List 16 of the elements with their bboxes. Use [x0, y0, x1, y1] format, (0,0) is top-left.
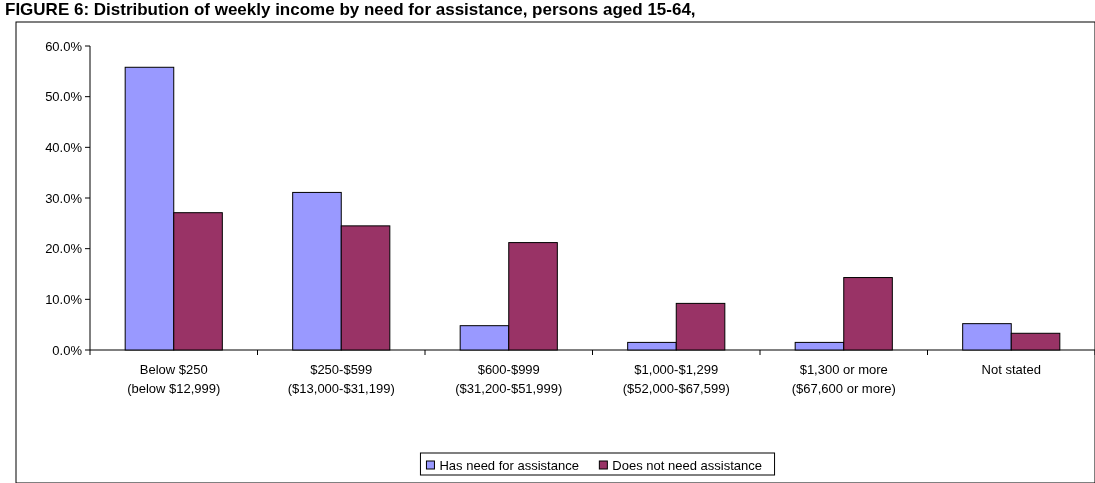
y-tick-label: 60.0%	[45, 38, 83, 54]
y-tick-label: 50.0%	[45, 89, 83, 105]
chart-title: FIGURE 6: Distribution of weekly income by need for assistance, persons aged 15-64,	[5, 0, 696, 19]
x-tick-label: $1,300 or more ($67,600 or more)	[791, 362, 896, 396]
y-tick-label: 10.0%	[45, 291, 83, 307]
y-tick-label: 20.0%	[45, 241, 83, 257]
y-tick-label: 0.0%	[52, 342, 83, 358]
x-tick-label: Below $250 (below $12,999)	[127, 362, 221, 396]
x-tick-label: $600-$999 ($31,200-$51,999)	[455, 362, 563, 396]
legend-label: Has need for assistance	[439, 457, 579, 473]
x-tick-label: $1,000-$1,299 ($52,000-$67,599)	[622, 362, 730, 396]
x-tick-label: Not stated	[981, 362, 1041, 377]
legend-label: Does not need assistance	[612, 457, 762, 473]
x-tick-label: $250-$599 ($13,000-$31,199)	[287, 362, 395, 396]
y-tick-label: 30.0%	[45, 190, 83, 206]
y-tick-label: 40.0%	[45, 139, 83, 155]
